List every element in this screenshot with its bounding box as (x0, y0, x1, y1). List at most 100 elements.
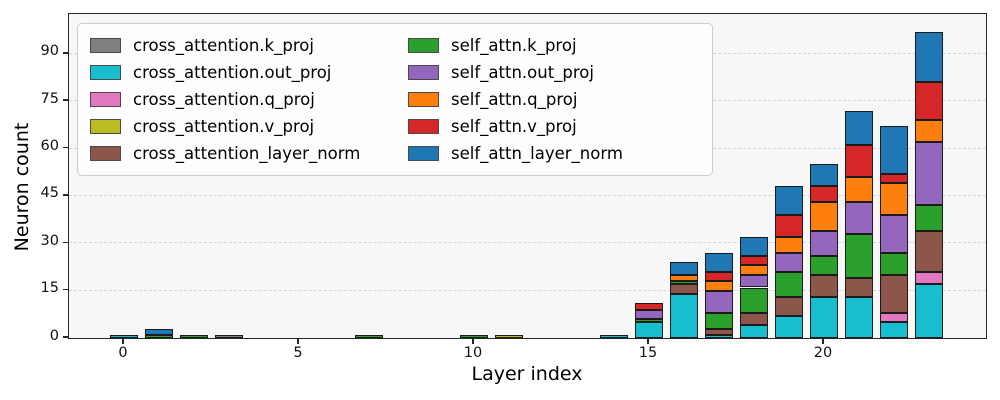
bar-segment-self_attn.q_proj-layer-21 (845, 176, 873, 203)
bar-segment-self_attn.out_proj-layer-20 (810, 230, 838, 256)
bar-segment-self_attn.v_proj-layer-18 (740, 255, 768, 266)
bar-segment-self_attn.out_proj-layer-17 (705, 290, 733, 313)
bar-segment-cross_attention.v_proj-layer-11 (495, 334, 523, 338)
bar-segment-self_attn.k_proj-layer-15 (635, 319, 663, 323)
y-tick-mark-90 (63, 52, 68, 54)
x-tick-mark-15 (647, 338, 649, 344)
bar-segment-cross_attention.out_proj-layer-21 (845, 296, 873, 338)
bar-segment-cross_attention.k_proj-layer-3 (215, 334, 243, 338)
bar-segment-self_attn.v_proj-layer-15 (635, 303, 663, 310)
y-tick-label-60: 60 (40, 138, 59, 155)
bar-segment-self_attn.k_proj-layer-22 (880, 252, 908, 275)
legend-label: cross_attention.v_proj (133, 117, 315, 136)
bar-segment-self_attn.q_proj-layer-17 (705, 281, 733, 291)
legend-entry-self_attn.out_proj: self_attn.out_proj (408, 63, 700, 82)
bar-segment-self_attn.out_proj-layer-15 (635, 309, 663, 320)
bar-segment-cross_attention_layer_norm-layer-18 (740, 312, 768, 326)
legend-swatch-icon (408, 65, 439, 80)
bar-segment-self_attn_layer_norm-layer-20 (810, 164, 838, 187)
bar-segment-self_attn.k_proj-layer-16 (670, 281, 698, 285)
bar-segment-self_attn_layer_norm-layer-21 (845, 110, 873, 146)
legend-swatch-icon (90, 92, 121, 107)
gridline-y-15 (69, 289, 986, 291)
gridline-y-30 (69, 242, 986, 244)
x-tick-label-0: 0 (118, 345, 128, 361)
legend-swatch-icon (90, 38, 121, 53)
legend-entry-self_attn.q_proj: self_attn.q_proj (408, 90, 700, 109)
legend-swatch-icon (408, 146, 439, 161)
bar-segment-self_attn.v_proj-layer-21 (845, 145, 873, 177)
bar-segment-cross_attention_layer_norm-layer-20 (810, 274, 838, 297)
legend-swatch-icon (90, 65, 121, 80)
bar-segment-cross_attention.out_proj-layer-14 (600, 334, 628, 338)
legend-label: self_attn.out_proj (451, 63, 594, 82)
bar-segment-self_attn.k_proj-layer-21 (845, 233, 873, 279)
y-tick-label-30: 30 (40, 232, 59, 249)
x-tick-mark-20 (822, 338, 824, 344)
y-tick-mark-75 (63, 99, 68, 101)
bar-segment-cross_attention.out_proj-layer-17 (705, 334, 733, 338)
bar-segment-self_attn.k_proj-layer-23 (915, 205, 943, 231)
bar-segment-self_attn.out_proj-layer-19 (775, 252, 803, 272)
bar-segment-self_attn.q_proj-layer-23 (915, 120, 943, 143)
bar-segment-cross_attention.q_proj-layer-22 (880, 312, 908, 323)
bar-segment-self_attn.out_proj-layer-22 (880, 214, 908, 253)
legend-label: self_attn_layer_norm (451, 144, 623, 163)
bar-segment-self_attn.q_proj-layer-20 (810, 202, 838, 231)
chart-legend: cross_attention.k_proj cross_attention.ou… (77, 23, 713, 176)
bar-segment-self_attn.q_proj-layer-16 (670, 274, 698, 282)
legend-swatch-icon (408, 38, 439, 53)
bar-segment-self_attn.v_proj-layer-19 (775, 214, 803, 237)
x-tick-label-5: 5 (293, 345, 303, 361)
bar-segment-cross_attention.out_proj-layer-18 (740, 325, 768, 338)
y-tick-mark-0 (63, 336, 68, 338)
bar-segment-cross_attention.out_proj-layer-20 (810, 296, 838, 338)
y-tick-mark-60 (63, 146, 68, 149)
bar-segment-self_attn_layer_norm-layer-22 (880, 126, 908, 174)
x-tick-mark-5 (297, 338, 299, 344)
bar-segment-self_attn.k_proj-layer-17 (705, 312, 733, 329)
bar-segment-cross_attention_layer_norm-layer-19 (775, 296, 803, 316)
legend-entry-cross_attention.k_proj: cross_attention.k_proj (90, 36, 408, 55)
bar-segment-self_attn.v_proj-layer-20 (810, 186, 838, 203)
x-tick-label-15: 15 (638, 345, 658, 361)
x-tick-mark-10 (472, 338, 474, 344)
legend-label: self_attn.v_proj (451, 117, 577, 136)
bar-segment-cross_attention.out_proj-layer-16 (670, 293, 698, 338)
bar-segment-self_attn.q_proj-layer-18 (740, 265, 768, 275)
legend-entry-self_attn.k_proj: self_attn.k_proj (408, 36, 700, 55)
legend-label: self_attn.q_proj (451, 90, 578, 109)
bar-segment-cross_attention.q_proj-layer-23 (915, 271, 943, 285)
legend-entry-self_attn.v_proj: self_attn.v_proj (408, 117, 700, 136)
bar-segment-self_attn.k_proj-layer-10 (460, 334, 488, 338)
bar-segment-self_attn.out_proj-layer-23 (915, 142, 943, 206)
bar-segment-cross_attention.out_proj-layer-15 (635, 322, 663, 338)
x-tick-label-20: 20 (813, 345, 833, 361)
bar-segment-self_attn.v_proj-layer-17 (705, 271, 733, 282)
legend-label: self_attn.k_proj (451, 36, 577, 55)
bar-segment-self_attn_layer_norm-layer-16 (670, 262, 698, 275)
y-tick-mark-45 (63, 194, 68, 196)
bar-segment-self_attn.k_proj-layer-18 (740, 287, 768, 313)
legend-entry-self_attn_layer_norm: self_attn_layer_norm (408, 144, 700, 163)
bar-segment-self_attn.k_proj-layer-19 (775, 271, 803, 297)
bar-segment-cross_attention.out_proj-layer-22 (880, 322, 908, 338)
bar-segment-self_attn_layer_norm-layer-17 (705, 252, 733, 272)
bar-segment-self_attn.v_proj-layer-22 (880, 173, 908, 184)
legend-label: cross_attention.q_proj (133, 90, 315, 109)
bar-segment-self_attn.k_proj-layer-20 (810, 255, 838, 275)
y-tick-label-15: 15 (40, 280, 59, 297)
bar-segment-self_attn.out_proj-layer-21 (845, 202, 873, 234)
bar-segment-cross_attention_layer_norm-layer-16 (670, 284, 698, 294)
legend-swatch-icon (90, 146, 121, 161)
y-tick-label-45: 45 (40, 185, 59, 202)
gridline-y-45 (69, 194, 986, 196)
bar-segment-self_attn.q_proj-layer-19 (775, 236, 803, 253)
y-tick-label-90: 90 (40, 43, 59, 60)
bar-segment-cross_attention_layer_norm-layer-21 (845, 278, 873, 297)
bar-segment-self_attn.k_proj-layer-1 (145, 334, 173, 338)
bar-segment-self_attn.v_proj-layer-23 (915, 82, 943, 121)
legend-entry-cross_attention_layer_norm: cross_attention_layer_norm (90, 144, 408, 163)
legend-label: cross_attention_layer_norm (133, 144, 361, 163)
